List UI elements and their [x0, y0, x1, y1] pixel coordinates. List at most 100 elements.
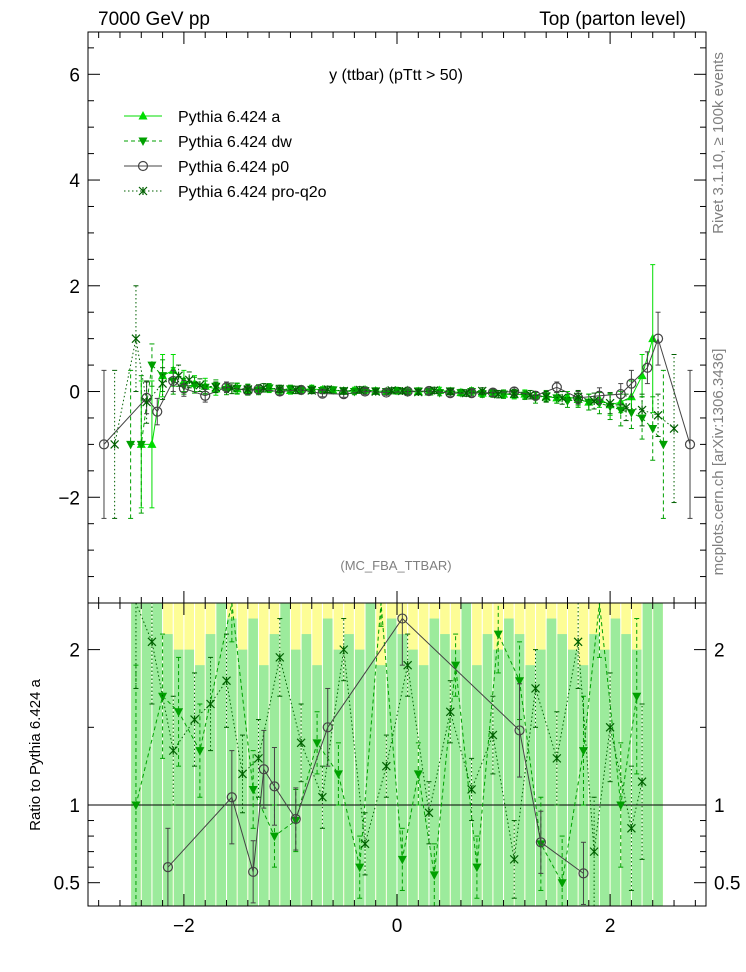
- ratio-green-band: [653, 603, 663, 906]
- main-series-3-point: [259, 383, 269, 393]
- ratio-green-band: [589, 634, 599, 906]
- ratio-series-1-point: [535, 837, 546, 848]
- main-series-0-point: [648, 333, 658, 343]
- ratio-series-0-point: [248, 785, 258, 795]
- legend: Pythia 6.424 a Pythia 6.424 dw Pythia 6.42…: [124, 109, 327, 201]
- main-panel: y (ttbar) (pTtt > 50) (MC_FBA_TTBAR) Pyt…: [58, 31, 707, 604]
- ratio-green-band: [450, 649, 461, 906]
- ratio-green-band: [141, 603, 152, 906]
- ratio-green-band: [354, 649, 365, 906]
- ratio-series-2-point: [381, 761, 391, 771]
- main-ytick-label: 6: [69, 65, 80, 86]
- ratio-series-1-point: [514, 725, 525, 736]
- ratio-xtick-label: 2: [605, 916, 616, 937]
- main-series-2-point: [684, 439, 696, 450]
- ratio-series-0-point: [632, 692, 642, 702]
- main-series-0-point: [637, 370, 647, 380]
- legend-label-0: Pythia 6.424 a: [178, 109, 280, 126]
- main-series-3-point: [653, 410, 663, 420]
- main-series-3-point: [131, 334, 141, 344]
- main-series-3-point: [387, 386, 397, 395]
- main-series-2-point: [626, 378, 637, 389]
- legend-label-3: Pythia 6.424 pro-q2o: [178, 184, 327, 201]
- ratio-series-0-point: [493, 630, 503, 640]
- ratio-series-1-point: [578, 868, 589, 879]
- main-series-2-point: [200, 390, 211, 401]
- legend-marker-0: [138, 111, 148, 120]
- ratio-green-band: [301, 634, 312, 906]
- main-series-3-point: [355, 385, 365, 395]
- main-series-3-point: [525, 390, 535, 400]
- main-series-3-point: [227, 383, 237, 393]
- main-series-3-point: [323, 384, 333, 394]
- legend-marker-2: [137, 160, 149, 172]
- ratio-series-2-point: [509, 854, 519, 864]
- main-ytick-label: 2: [69, 277, 80, 298]
- ratio-ytick-label: 2: [69, 641, 80, 662]
- main-series-3-point: [110, 439, 120, 449]
- ratio-green-band: [184, 649, 195, 906]
- ratio-green-band: [365, 603, 376, 906]
- ratio-series-0-point: [312, 739, 322, 748]
- ratio-series-0-point: [174, 708, 184, 717]
- main-series-3-point: [397, 386, 407, 396]
- ratio-series-0-point: [158, 692, 168, 702]
- header-left: 7000 GeV pp: [98, 9, 210, 30]
- ratio-series-0-point: [578, 747, 588, 756]
- ratio-series-0-point: [355, 863, 365, 873]
- main-series-3-point: [413, 387, 423, 397]
- ratio-series-1-point: [397, 613, 408, 624]
- legend-marker-1: [138, 137, 148, 146]
- main-axes: −2 0 2 4 6: [58, 32, 706, 603]
- ratio-green-band: [290, 649, 301, 906]
- ratio-series-2-point: [467, 785, 477, 794]
- ratio-series-1-point: [322, 722, 333, 733]
- main-series-2-point: [178, 383, 189, 394]
- ratio-series-2-point: [403, 660, 413, 670]
- ratio-series-2-point: [589, 847, 599, 857]
- ratio-green-band: [386, 618, 397, 906]
- ratio-green-band: [163, 634, 173, 906]
- main-series-1-point: [158, 372, 168, 381]
- ratio-series-2-point: [206, 699, 215, 709]
- main-series-1-line: [130, 364, 664, 445]
- ratio-panel: 0.5 0.5 1 1 2 2 −2 0 2 Ratio to Pythia 6.424 a: [27, 602, 740, 937]
- main-series-3-point: [605, 398, 615, 408]
- ratio-xtick-label: 0: [392, 916, 403, 937]
- main-series-2-point: [652, 333, 664, 344]
- main-series-1-point: [264, 384, 274, 393]
- ratio-green-band: [482, 634, 493, 906]
- main-series-2-point: [317, 388, 328, 399]
- main-series-3-point: [589, 396, 599, 406]
- ratio-green-band: [429, 618, 440, 906]
- main-series-3-point: [195, 380, 205, 390]
- ratio-green-band: [504, 618, 514, 906]
- ratio-series-2-point: [445, 707, 455, 717]
- ratio-series-1-point: [248, 866, 259, 877]
- ratio-ylabel: Ratio to Pythia 6.424 a: [27, 678, 44, 830]
- ratio-series-2-point: [531, 684, 540, 693]
- ratio-series-2-point: [275, 652, 285, 662]
- main-series-3-point: [493, 389, 503, 399]
- main-series-2-point: [168, 375, 179, 387]
- ratio-green-band: [418, 665, 429, 906]
- main-series-2-point: [594, 390, 605, 401]
- rivet-label: Rivet 3.1.10, ≥ 100k events: [710, 52, 727, 234]
- main-series-3-point: [184, 375, 194, 385]
- ratio-green-band: [536, 649, 546, 906]
- main-series-1-point: [328, 386, 338, 395]
- watermark: (MC_FBA_TTBAR): [340, 558, 451, 573]
- ratio-ytick-label: 0.5: [54, 874, 80, 895]
- main-series-1-point: [616, 406, 626, 416]
- main-series-3-point: [429, 386, 439, 395]
- main-series-3-point: [142, 397, 152, 407]
- main-series-1-point: [349, 388, 359, 397]
- ratio-plot-area: [88, 602, 706, 907]
- main-ytick-label: 0: [69, 383, 80, 404]
- ratio-green-band: [152, 603, 163, 906]
- ratio-series-1-point: [290, 813, 301, 825]
- main-series-2-point: [381, 387, 392, 398]
- main-series-3-point: [275, 384, 285, 394]
- ratio-series-2-point: [254, 753, 263, 763]
